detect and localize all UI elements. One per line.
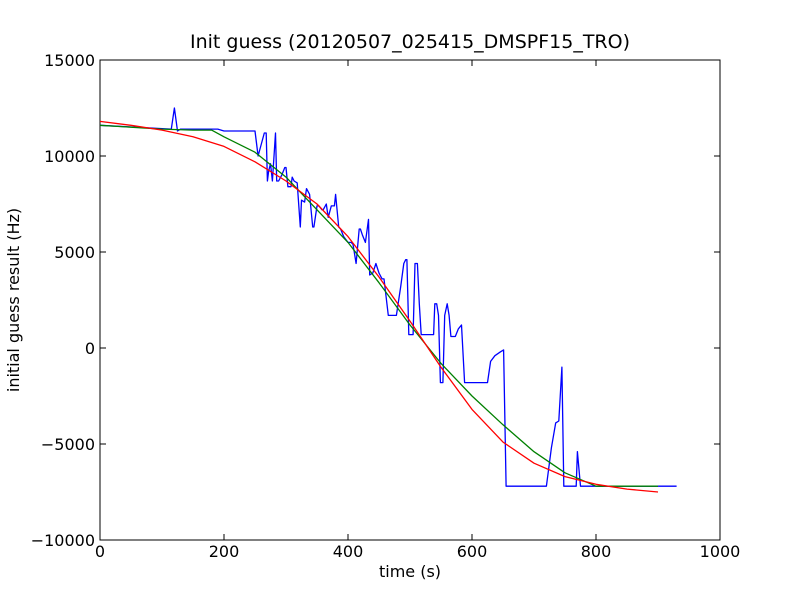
axes-frame [99,59,721,541]
series-line-0 [99,107,677,487]
y-tick-label: 15000 [44,51,95,70]
y-tick-label: 5000 [54,243,95,262]
plot-area: 0 200 400 600 800 1000 −10000 −5000 0 5000 10000 15… [31,51,741,561]
x-tick-label: 600 [457,542,488,561]
x-tick-label: 0 [95,542,105,561]
y-tick-label: 10000 [44,147,95,166]
chart-title: Init guess (20120507_025415_DMSPF15_TRO) [190,31,630,53]
series-layer [99,107,677,493]
y-axis-label: initial guess result (Hz) [4,208,23,392]
y-tick-label: 0 [85,339,95,358]
series-line-2 [99,120,659,493]
x-tick-label: 200 [209,542,240,561]
y-tick-label: −5000 [41,435,95,454]
tick-layer: 0 200 400 600 800 1000 −10000 −5000 0 5000 10000 15… [31,51,741,561]
x-tick-label: 400 [333,542,364,561]
x-tick-label: 800 [581,542,612,561]
x-axis-label: time (s) [379,562,441,581]
series-line-1 [99,124,658,487]
x-tick-label: 1000 [700,542,741,561]
y-tick-label: −10000 [31,531,95,550]
